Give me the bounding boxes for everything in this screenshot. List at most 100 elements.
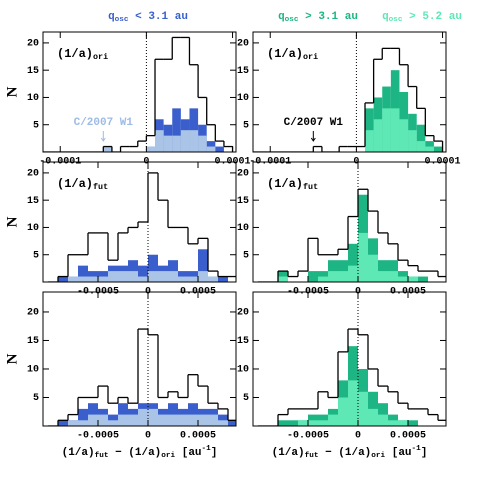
histogram-bar bbox=[358, 391, 368, 426]
histogram-bar bbox=[348, 243, 358, 282]
annotation: C/2007 W1 bbox=[74, 117, 134, 129]
y-tick-label: 20 bbox=[27, 169, 39, 180]
histogram-bar bbox=[365, 130, 374, 152]
x-axis-label: (1/a)fut − (1/a)ori [au-1] bbox=[62, 445, 218, 460]
y-axis-label: N bbox=[4, 86, 20, 97]
y-tick-label: 10 bbox=[27, 365, 39, 376]
panel-frame bbox=[252, 31, 447, 153]
histogram-bar bbox=[168, 271, 178, 282]
histogram-bar bbox=[416, 124, 426, 152]
y-tick-label: 5 bbox=[33, 120, 39, 131]
y-tick-label: 5 bbox=[33, 250, 39, 261]
y-tick-label: 15 bbox=[237, 336, 249, 347]
histogram-bar bbox=[278, 276, 288, 282]
panel-label-part: fut bbox=[303, 182, 318, 192]
y-tick-label: 10 bbox=[237, 365, 249, 376]
y-tick-label: 15 bbox=[27, 196, 39, 207]
panel-label-part: (1/a) bbox=[57, 177, 93, 191]
histogram-bar bbox=[348, 380, 358, 426]
histogram-bar bbox=[138, 276, 148, 282]
x-axis-label-part: ] bbox=[211, 447, 218, 459]
histogram-bar bbox=[398, 420, 408, 426]
histogram-bar bbox=[416, 141, 426, 152]
y-axis-label: N bbox=[4, 353, 20, 364]
histogram-bar bbox=[128, 414, 138, 426]
histogram-bar bbox=[172, 135, 181, 152]
histogram-bar bbox=[198, 414, 208, 426]
histogram-bar bbox=[158, 271, 168, 282]
x-tick-label: 0 bbox=[355, 431, 361, 442]
column-label-part: osc bbox=[285, 16, 299, 24]
histogram-bar bbox=[108, 420, 118, 426]
histogram-bar bbox=[378, 414, 388, 426]
panel-frame bbox=[42, 161, 237, 283]
histogram-bar bbox=[318, 276, 328, 282]
panel-frame bbox=[252, 161, 447, 283]
column-label-part: < 3.1 au bbox=[129, 11, 188, 23]
x-axis-label-part: fut bbox=[95, 452, 109, 460]
y-tick-label: 20 bbox=[27, 39, 39, 50]
y-tick-label: 5 bbox=[243, 250, 249, 261]
x-axis-label-part: fut bbox=[305, 452, 319, 460]
annotation-arrowhead bbox=[100, 137, 106, 142]
histogram-bar bbox=[308, 420, 318, 426]
x-axis-label: (1/a)fut − (1/a)ori [au-1] bbox=[272, 445, 428, 460]
histogram-bar bbox=[68, 276, 78, 282]
histogram-bar bbox=[198, 249, 208, 282]
panel-label: (1/a)fut bbox=[267, 177, 318, 192]
histogram-bar bbox=[399, 119, 409, 152]
histogram-bar bbox=[328, 414, 338, 426]
column-label-part: osc bbox=[389, 16, 403, 24]
y-tick-label: 15 bbox=[237, 66, 249, 77]
histogram-bar bbox=[288, 420, 298, 426]
column-label: qosc < 3.1 au bbox=[108, 11, 188, 24]
histogram-bar bbox=[318, 414, 328, 426]
histogram-bar bbox=[418, 276, 428, 282]
histogram-bar bbox=[215, 146, 224, 152]
histogram-bar bbox=[308, 414, 318, 426]
column-label-part: > 3.1 au bbox=[299, 11, 358, 23]
histogram-bar bbox=[189, 130, 199, 152]
histogram-bar bbox=[78, 276, 88, 282]
histogram-bar bbox=[108, 271, 118, 282]
histogram-bar bbox=[168, 414, 178, 426]
histogram-bar bbox=[218, 276, 228, 282]
x-tick-label: 0 bbox=[145, 431, 151, 442]
histogram-bar bbox=[118, 414, 128, 426]
histogram-bar bbox=[98, 276, 108, 282]
histogram-bar bbox=[388, 420, 398, 426]
histogram-bar bbox=[158, 414, 168, 426]
column-label-part: q bbox=[382, 11, 389, 23]
histogram-bar bbox=[338, 397, 348, 426]
histogram-bar bbox=[308, 271, 318, 282]
panel-label: (1/a)fut bbox=[57, 177, 108, 192]
column-label-part: q bbox=[278, 11, 285, 23]
histogram-bar bbox=[206, 146, 216, 152]
column-label: qosc > 5.2 au bbox=[382, 11, 462, 24]
histogram-bar bbox=[98, 414, 108, 426]
histogram-bar bbox=[172, 108, 181, 152]
panel-frame bbox=[42, 31, 237, 153]
x-tick-label: 0.0005 bbox=[180, 431, 216, 442]
histogram-bar bbox=[78, 265, 88, 282]
column-label-part: > 5.2 au bbox=[403, 11, 462, 23]
panel-label: (1/a)ori bbox=[57, 47, 108, 62]
x-axis-label-part: [au bbox=[175, 447, 201, 459]
plot-area bbox=[48, 292, 236, 426]
histogram-bar bbox=[148, 271, 158, 282]
panel-frame bbox=[42, 291, 237, 427]
histogram-bar bbox=[358, 232, 368, 282]
y-tick-label: 15 bbox=[27, 66, 39, 77]
plot-area bbox=[253, 32, 444, 152]
histogram-bar bbox=[218, 414, 228, 426]
histogram-bar bbox=[68, 420, 78, 426]
x-axis-label-part: − (1/a) bbox=[108, 447, 161, 459]
histogram-bar bbox=[368, 254, 378, 282]
y-tick-label: 5 bbox=[33, 393, 39, 404]
x-tick-label: -0.0005 bbox=[77, 431, 119, 442]
histogram-bar bbox=[103, 146, 112, 152]
histogram-bar bbox=[78, 408, 88, 426]
histogram-bar bbox=[390, 108, 400, 152]
histogram-bar bbox=[188, 276, 198, 282]
